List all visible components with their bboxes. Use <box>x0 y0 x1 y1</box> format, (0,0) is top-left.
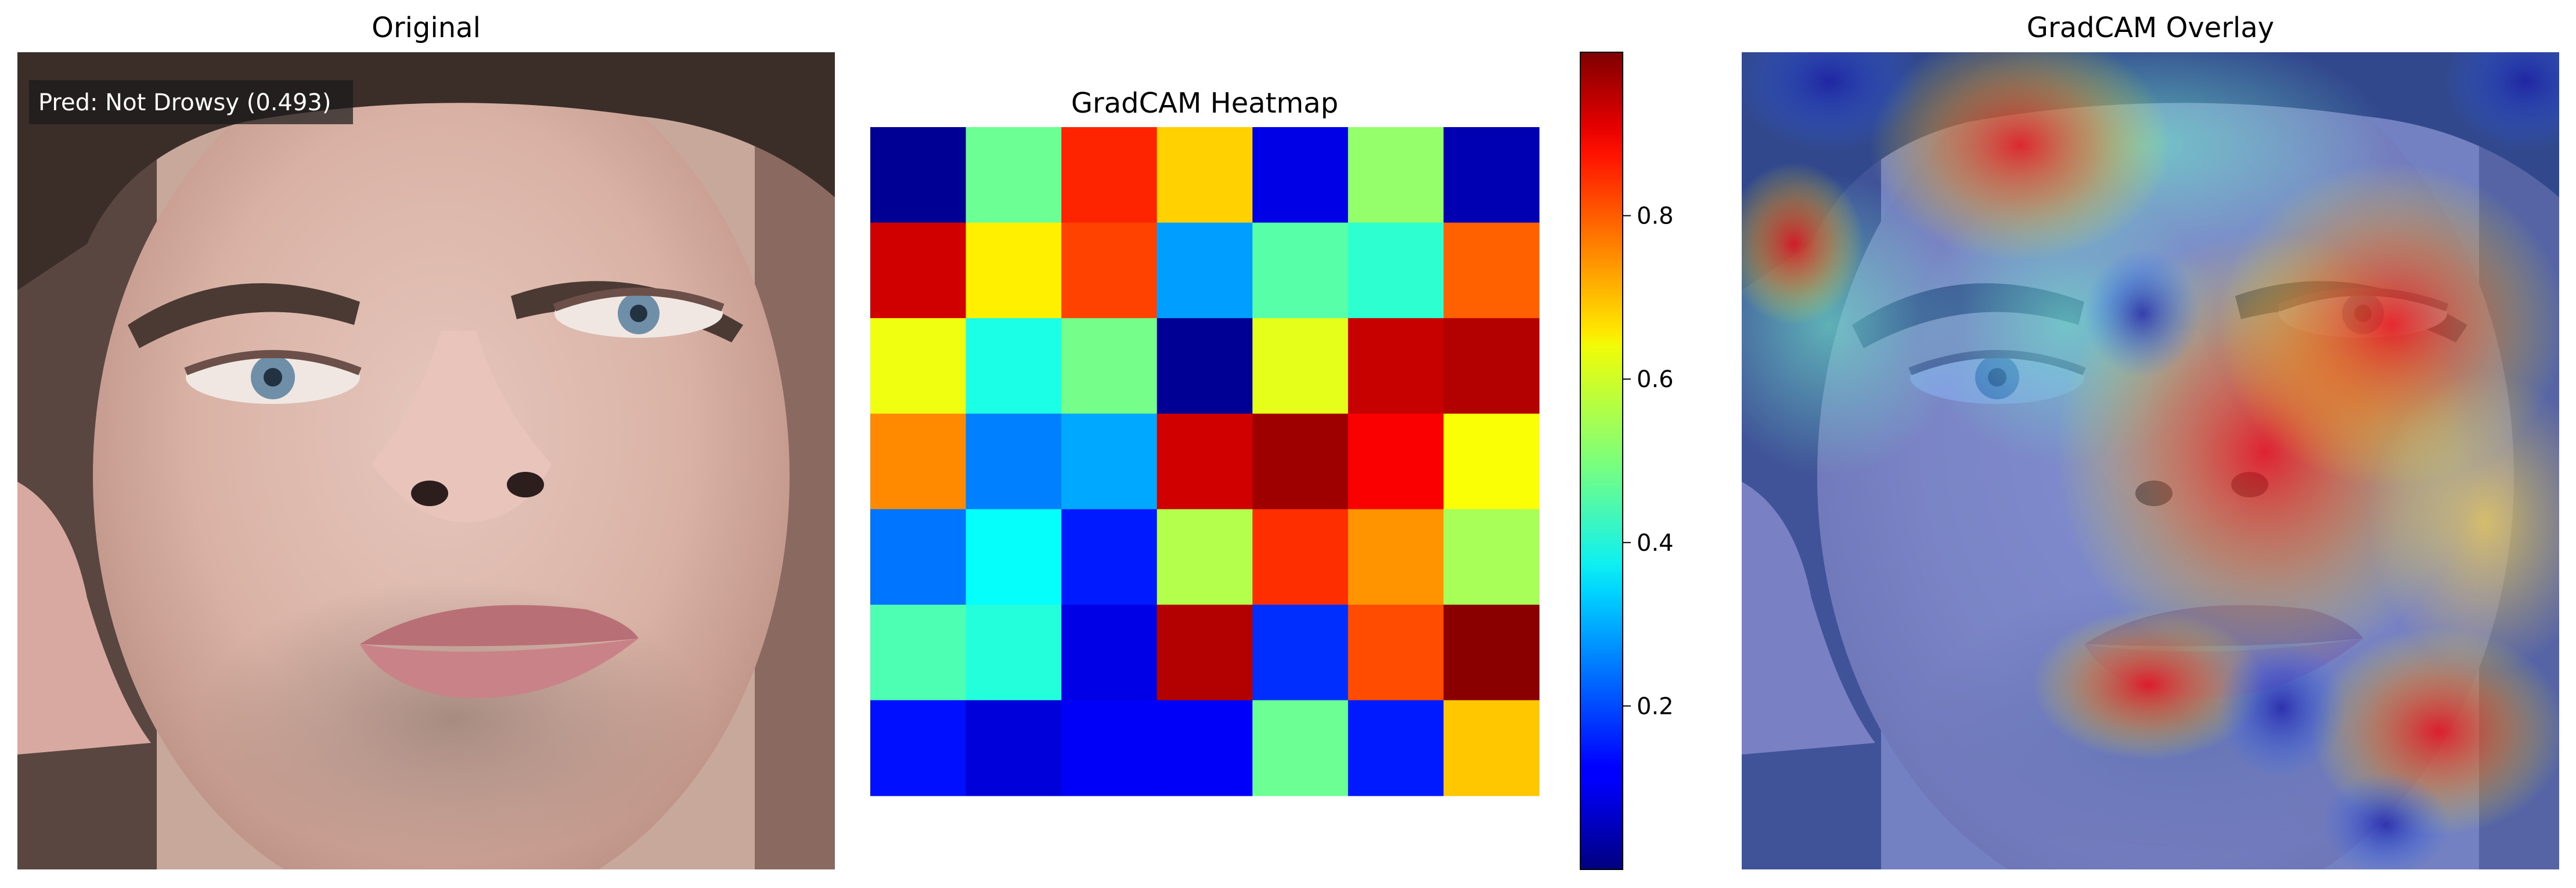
prediction-label: Pred: Not Drowsy (0.493) <box>38 89 331 116</box>
heatmap-cell-r3-c1 <box>965 413 1062 510</box>
overlay-image <box>1742 52 2559 869</box>
heatmap-cell-r2-c6 <box>1443 318 1540 414</box>
colorbar-ticks: 0.2 0.4 0.6 0.8 <box>1623 203 1674 720</box>
heatmap-cell-r0-c2 <box>1061 127 1158 223</box>
heatmap-cell-r1-c2 <box>1061 222 1158 319</box>
heatmap-cell-r1-c1 <box>965 222 1062 319</box>
heatmap-cell-r0-c3 <box>1157 127 1253 223</box>
colorbar-tick-label: 0.8 <box>1637 203 1674 230</box>
heatmap-cell-r1-c5 <box>1348 222 1444 319</box>
heatmap-cell-r4-c0 <box>870 509 967 605</box>
colorbar-tick-label: 0.6 <box>1637 366 1674 393</box>
heatmap-cell-r3-c4 <box>1252 413 1349 510</box>
heatmap-cell-r1-c0 <box>870 222 967 319</box>
heatmap-cell-r3-c0 <box>870 413 967 510</box>
colorbar-tick-label: 0.2 <box>1637 693 1674 720</box>
heatmap-cell-r0-c1 <box>965 127 1062 223</box>
heatmap-cell-r4-c3 <box>1157 509 1253 605</box>
original-title: Original <box>372 12 481 44</box>
heatmap-cell-r6-c2 <box>1061 700 1158 796</box>
heatmap-grid <box>870 127 1540 796</box>
heatmap-cell-r1-c4 <box>1252 222 1349 319</box>
heatmap-cell-r3-c5 <box>1348 413 1444 510</box>
overlay-title: GradCAM Overlay <box>2027 12 2274 44</box>
heatmap-cell-r4-c5 <box>1348 509 1444 605</box>
heatmap-cell-r3-c2 <box>1061 413 1158 510</box>
heatmap-cell-r1-c6 <box>1443 222 1540 319</box>
heatmap-cell-r3-c3 <box>1157 413 1253 510</box>
heatmap-cell-r5-c2 <box>1061 604 1158 701</box>
heatmap-cell-r5-c5 <box>1348 604 1444 701</box>
heatmap-cell-r2-c3 <box>1157 318 1253 414</box>
heatmap-cell-r5-c3 <box>1157 604 1253 701</box>
heatmap-cell-r4-c1 <box>965 509 1062 605</box>
heatmap-cell-r6-c5 <box>1348 700 1444 796</box>
heatmap-cell-r6-c4 <box>1252 700 1349 796</box>
heatmap-title: GradCAM Heatmap <box>1071 87 1338 120</box>
original-image <box>17 35 835 888</box>
heatmap-cell-r2-c5 <box>1348 318 1444 414</box>
heatmap-cell-r4-c4 <box>1252 509 1349 605</box>
heatmap-cell-r0-c4 <box>1252 127 1349 223</box>
heatmap-cell-r2-c4 <box>1252 318 1349 414</box>
heatmap-cell-r6-c0 <box>870 700 967 796</box>
heatmap-cell-r6-c6 <box>1443 700 1540 796</box>
heatmap-cell-r4-c6 <box>1443 509 1540 605</box>
heatmap-cell-r5-c4 <box>1252 604 1349 701</box>
heatmap-cell-r4-c2 <box>1061 509 1158 605</box>
colorbar-tick-label: 0.4 <box>1637 530 1674 557</box>
prediction-label-box <box>29 80 353 124</box>
heatmap-cell-r2-c2 <box>1061 318 1158 414</box>
heatmap-cell-r1-c3 <box>1157 222 1253 319</box>
colorbar <box>1580 52 1623 870</box>
heatmap-cell-r5-c1 <box>965 604 1062 701</box>
heatmap-cell-r5-c6 <box>1443 604 1540 701</box>
heatmap-cell-r5-c0 <box>870 604 967 701</box>
heatmap-cell-r6-c3 <box>1157 700 1253 796</box>
heatmap-cell-r0-c5 <box>1348 127 1444 223</box>
heatmap-cell-r6-c1 <box>965 700 1062 796</box>
heatmap-cell-r2-c0 <box>870 318 967 414</box>
heatmap-cell-r0-c6 <box>1443 127 1540 223</box>
heatmap-cell-r3-c6 <box>1443 413 1540 510</box>
heatmap-cell-r0-c0 <box>870 127 967 223</box>
heatmap-cell-r2-c1 <box>965 318 1062 414</box>
